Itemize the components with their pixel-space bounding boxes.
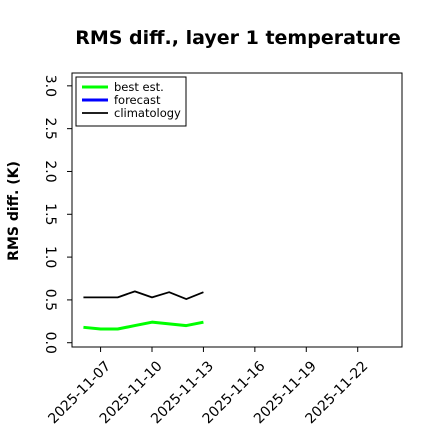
y-axis: 0.0 0.5 1.0 1.5 2.0 2.5 3.0 <box>42 75 72 354</box>
x-axis: 2025-11-072025-11-102025-11-132025-11-16… <box>45 347 371 427</box>
y-tick-label: 0.0 <box>42 332 58 354</box>
y-tick-label: 3.0 <box>42 75 58 97</box>
legend-label: best est. <box>114 80 164 94</box>
y-tick-label: 2.5 <box>42 118 58 140</box>
chart-title: RMS diff., layer 1 temperature <box>75 27 401 49</box>
legend-label: climatology <box>114 106 181 120</box>
series-layer <box>83 290 204 331</box>
legend-label: forecast <box>114 93 161 107</box>
series-line-climatology <box>83 290 204 300</box>
y-axis-label: RMS diff. (K) <box>6 161 22 261</box>
y-tick-label: 1.5 <box>42 203 58 225</box>
plot-area-frame <box>71 72 403 348</box>
y-tick-label: 2.0 <box>42 160 58 182</box>
series-line-best-est <box>83 320 204 331</box>
y-tick-label: 1.0 <box>42 246 58 268</box>
y-tick-label: 0.5 <box>42 289 58 311</box>
